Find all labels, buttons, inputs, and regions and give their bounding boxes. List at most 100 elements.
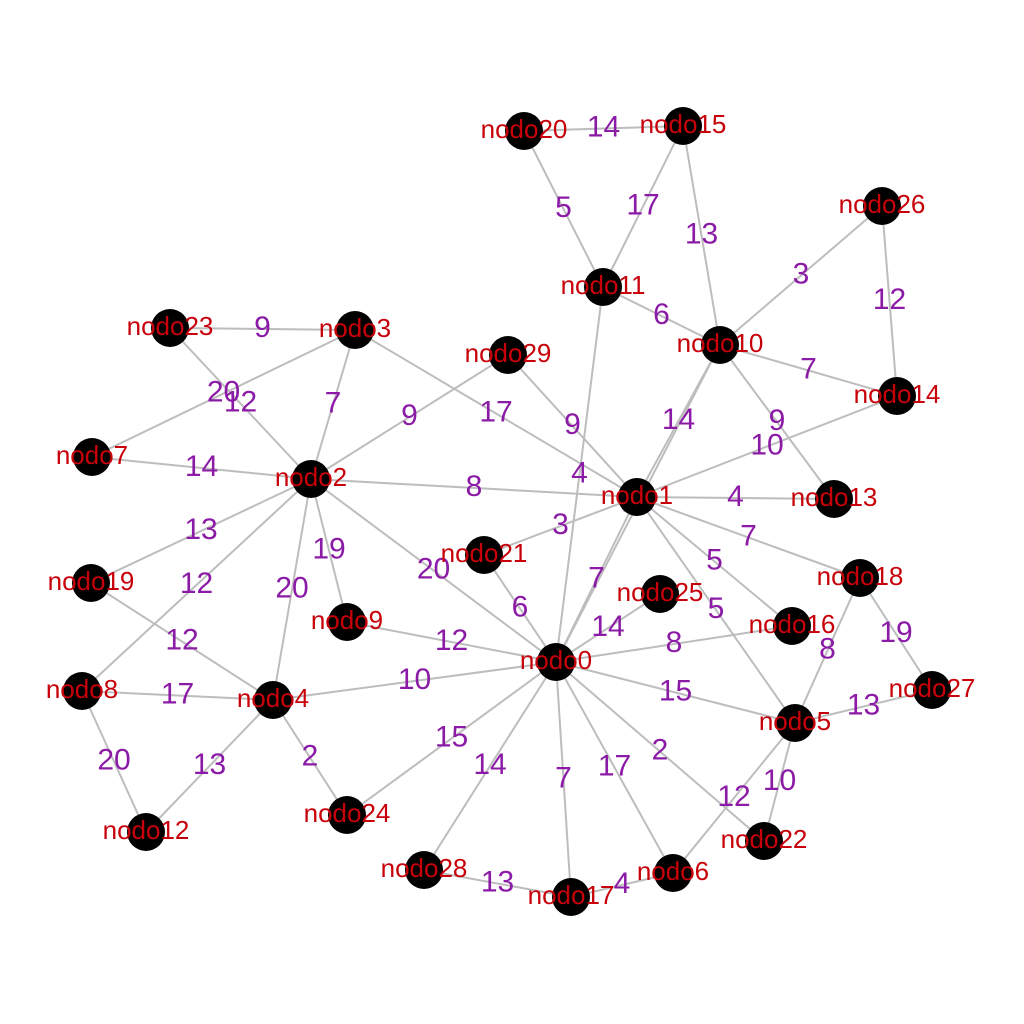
edge-nodo15-nodo10	[682, 125, 721, 346]
node-nodo11[interactable]	[584, 268, 622, 306]
edge-weight-nodo20-nodo11: 5	[555, 191, 572, 224]
node-label-nodo1: nodo1	[601, 480, 673, 510]
edge-nodo20-nodo11	[523, 130, 604, 288]
edge-weight-nodo14-nodo1: 10	[750, 428, 783, 461]
edge-nodo15-nodo11	[602, 125, 684, 288]
edge-nodo1-nodo0	[555, 496, 638, 663]
edge-weight-nodo26-nodo10: 3	[793, 257, 810, 290]
edge-weight-nodo26-nodo14: 12	[873, 283, 906, 316]
edge-nodo3-nodo7	[91, 329, 356, 458]
node-nodo15[interactable]	[664, 107, 702, 145]
node-nodo25[interactable]	[641, 575, 679, 613]
edge-nodo10-nodo14	[719, 344, 898, 397]
edge-weight-nodo23-nodo2: 12	[224, 385, 257, 418]
edge-nodo4-nodo0	[272, 661, 557, 701]
node-label-nodo27: nodo27	[889, 673, 976, 703]
node-nodo18[interactable]	[841, 559, 879, 597]
node-nodo28[interactable]	[405, 851, 443, 889]
node-label-nodo14: nodo14	[854, 379, 941, 409]
edge-weight-nodo21-nodo0: 6	[512, 590, 529, 623]
edge-nodo2-nodo0	[310, 478, 557, 663]
node-nodo7[interactable]	[73, 438, 111, 476]
edge-weight-nodo1-nodo5: 5	[708, 592, 725, 625]
edge-nodo10-nodo13	[719, 344, 835, 500]
node-nodo14[interactable]	[878, 377, 916, 415]
edge-nodo5-nodo6	[672, 722, 796, 874]
edge-nodo0-nodo6	[555, 661, 674, 874]
edge-nodo0-nodo5	[555, 661, 796, 724]
node-nodo3[interactable]	[336, 311, 374, 349]
edge-nodo1-nodo21	[483, 496, 638, 556]
edge-nodo0-nodo28	[423, 661, 557, 871]
edge-nodo5-nodo22	[763, 722, 796, 842]
edge-weight-nodo7-nodo2: 14	[185, 450, 218, 483]
node-label-nodo29: nodo29	[465, 338, 552, 368]
edge-nodo19-nodo4	[90, 582, 274, 701]
edge-weight-nodo23-nodo3: 9	[254, 311, 271, 344]
edge-nodo1-nodo5	[636, 496, 796, 724]
node-label-nodo17: nodo17	[528, 880, 615, 910]
edge-nodo0-nodo22	[555, 661, 765, 842]
edge-nodo2-nodo9	[310, 478, 348, 623]
edge-nodo25-nodo0	[555, 593, 661, 663]
edge-weight-nodo20-nodo15: 14	[587, 110, 620, 143]
edge-nodo23-nodo3	[169, 327, 356, 331]
node-label-layer: nodo0 nodo1 nodo2 nodo3 nodo4 nodo5 nodo6 nodo7…	[46, 109, 976, 910]
node-label-nodo0: nodo0	[520, 645, 592, 675]
edge-nodo3-nodo1	[354, 329, 638, 498]
edge-nodo1-nodo13	[636, 496, 835, 500]
edge-weight-nodo18-nodo27: 19	[879, 616, 912, 649]
edge-weight-nodo8-nodo12: 20	[97, 743, 130, 776]
edge-nodo28-nodo17	[423, 869, 572, 898]
edge-weight-nodo2-nodo4: 20	[275, 571, 308, 604]
node-nodo8[interactable]	[63, 672, 101, 710]
node-nodo21[interactable]	[465, 536, 503, 574]
node-nodo4[interactable]	[254, 681, 292, 719]
edge-weight-nodo1-nodo0: 7	[588, 561, 605, 594]
edge-weight-nodo0-nodo22: 2	[652, 733, 669, 766]
node-nodo17[interactable]	[552, 878, 590, 916]
node-nodo9[interactable]	[328, 603, 366, 641]
edge-nodo20-nodo15	[523, 125, 684, 132]
node-nodo19[interactable]	[72, 564, 110, 602]
node-label-nodo5: nodo5	[759, 706, 831, 736]
edge-weight-nodo17-nodo6: 4	[614, 867, 631, 900]
node-label-nodo6: nodo6	[637, 856, 709, 886]
edge-weight-nodo4-nodo12: 13	[193, 748, 226, 781]
node-label-nodo20: nodo20	[481, 114, 568, 144]
edge-weight-nodo3-nodo7: 20	[207, 375, 240, 408]
node-label-nodo13: nodo13	[791, 482, 878, 512]
node-label-nodo10: nodo10	[677, 328, 764, 358]
edge-weight-nodo9-nodo0: 12	[435, 624, 468, 657]
node-label-nodo24: nodo24	[304, 798, 391, 828]
edge-weight-nodo10-nodo14: 7	[800, 352, 817, 385]
edge-nodo21-nodo0	[483, 554, 557, 663]
node-nodo24[interactable]	[328, 796, 366, 834]
edge-nodo1-nodo18	[636, 496, 861, 579]
node-nodo29[interactable]	[489, 336, 527, 374]
node-nodo1[interactable]	[618, 478, 656, 516]
node-label-nodo25: nodo25	[617, 577, 704, 607]
node-nodo27[interactable]	[913, 671, 951, 709]
node-nodo10[interactable]	[701, 326, 739, 364]
edge-weight-nodo2-nodo1: 8	[466, 470, 483, 503]
edge-weight-nodo5-nodo27: 13	[847, 688, 880, 721]
node-nodo12[interactable]	[127, 813, 165, 851]
node-nodo20[interactable]	[505, 112, 543, 150]
node-nodo0[interactable]	[537, 643, 575, 681]
node-nodo6[interactable]	[654, 854, 692, 892]
node-nodo5[interactable]	[776, 704, 814, 742]
weight-label-layer: 1451713312647914109122071799101481312192…	[97, 110, 912, 900]
node-nodo22[interactable]	[745, 822, 783, 860]
node-label-nodo21: nodo21	[441, 538, 528, 568]
node-label-nodo15: nodo15	[640, 109, 727, 139]
node-nodo2[interactable]	[292, 460, 330, 498]
node-nodo16[interactable]	[773, 607, 811, 645]
edge-weight-nodo0-nodo28: 14	[473, 748, 506, 781]
node-nodo23[interactable]	[151, 309, 189, 347]
node-nodo26[interactable]	[863, 187, 901, 225]
edge-nodo2-nodo8	[81, 478, 312, 692]
node-nodo13[interactable]	[815, 480, 853, 518]
edge-weight-nodo1-nodo13: 4	[727, 480, 744, 513]
